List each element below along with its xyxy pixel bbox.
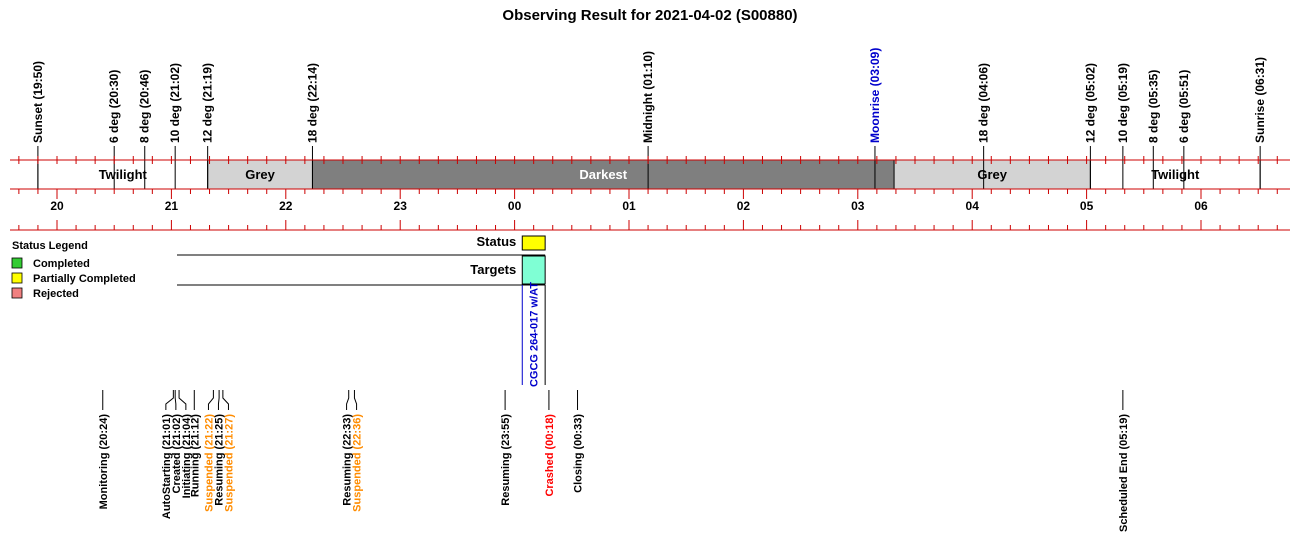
legend-swatch-0 [11,257,23,269]
sky-events: Sunset (19:50) 6 deg (20:30) 8 deg (20:46)… [31,48,1267,189]
log-event-leader-6 [217,390,220,410]
log-event-label-4: Running (21:12) [189,414,201,497]
legend-item-0: Completed [33,258,90,270]
band-label-4: Twilight [1151,167,1200,182]
log-event-leader-1 [165,390,174,410]
log-event-label-8: Resuming (22:33) [342,414,354,506]
log-event-label-11: Crashed (00:18) [544,414,556,497]
sky-event-label-11: 8 deg (05:35) [1146,70,1160,143]
hour-label-04: 04 [966,199,980,213]
targets-row-label: Targets [470,262,516,277]
status-row-label: Status [477,234,517,249]
sky-event-label-5: 18 deg (22:14) [305,63,319,143]
sky-event-label-8: 18 deg (04:06) [977,63,991,143]
log-event-label-5: Suspended (21:22) [203,414,215,512]
hour-label-03: 03 [851,199,865,213]
band-label-1: Grey [245,167,275,182]
log-event-label-0: Monitoring (20:24) [98,414,110,510]
log-event-leader-9 [353,390,358,410]
log-event-label-12: Closing (00:33) [573,414,585,493]
band-1 [207,160,313,189]
log-event-leader-7 [222,390,229,410]
target-name: CGCG 264-017 w/AT [528,282,540,387]
log-event-leader-2 [174,390,177,410]
status-legend: Status Legend Completed Partially Complete… [11,240,136,300]
log-event-leader-3 [178,390,187,410]
sky-event-label-0: Sunset (19:50) [31,61,45,143]
log-event-label-13: Scheduled End (05:19) [1118,414,1130,532]
log-event-label-2: Created (21:02) [171,414,183,494]
band-0 [37,160,208,189]
sky-event-label-9: 12 deg (05:02) [1083,63,1097,143]
log-event-label-1: AutoStarting (21:01) [161,414,173,519]
log-event-label-6: Resuming (21:25) [213,414,225,506]
hour-label-02: 02 [737,199,751,213]
log-event-label-3: Initiating (21:04) [181,414,193,499]
hour-label-01: 01 [622,199,636,213]
status-bar [521,235,546,251]
band-4 [1090,160,1261,189]
band-label-3: Grey [977,167,1007,182]
hour-label-20: 20 [50,199,64,213]
hour-label-23: 23 [394,199,408,213]
hour-label-05: 05 [1080,199,1094,213]
legend-item-1: Partially Completed [33,273,136,285]
sky-event-label-6: Midnight (01:10) [641,51,655,143]
log-event-leader-5 [207,390,214,410]
legend-swatch-1 [11,272,23,284]
time-axis: 20 21 22 23 00 01 02 03 04 05 06 [10,156,1290,231]
band-label-0: Twilight [99,167,148,182]
sky-event-label-3: 10 deg (21:02) [168,63,182,143]
sky-event-label-2: 8 deg (20:46) [138,70,152,143]
hour-label-00: 00 [508,199,522,213]
legend-title: Status Legend [12,240,88,252]
log-event-leader-8 [346,390,350,410]
hour-label-21: 21 [165,199,179,213]
sky-event-label-4: 12 deg (21:19) [201,63,215,143]
band-label-2: Darkest [579,167,627,182]
log-event-label-7: Suspended (21:27) [223,414,235,512]
band-3 [894,160,1091,189]
legend-item-2: Rejected [33,288,79,300]
hour-label-06: 06 [1194,199,1208,213]
status-target-rows: Status Targets CGCG 264-017 w/AT [177,234,546,387]
log-event-label-10: Resuming (23:55) [500,414,512,506]
sky-event-label-7: Moonrise (03:09) [868,48,882,143]
chart-title: Observing Result for 2021-04-02 (S00880) [502,7,797,24]
legend-swatch-2 [11,287,23,299]
hour-label-22: 22 [279,199,293,213]
sky-bands: Twilight Grey Darkest Grey Twilight [37,160,1261,189]
sky-event-label-13: Sunrise (06:31) [1253,57,1267,143]
band-2 [312,160,895,189]
sky-event-label-1: 6 deg (20:30) [107,70,121,143]
sky-event-label-10: 10 deg (05:19) [1116,63,1130,143]
target-bar [521,255,546,285]
log-events: Monitoring (20:24) AutoStarting (21:01)Cr… [98,390,1130,532]
sky-event-label-12: 6 deg (05:51) [1177,70,1191,143]
log-event-label-9: Suspended (22:36) [352,414,364,512]
